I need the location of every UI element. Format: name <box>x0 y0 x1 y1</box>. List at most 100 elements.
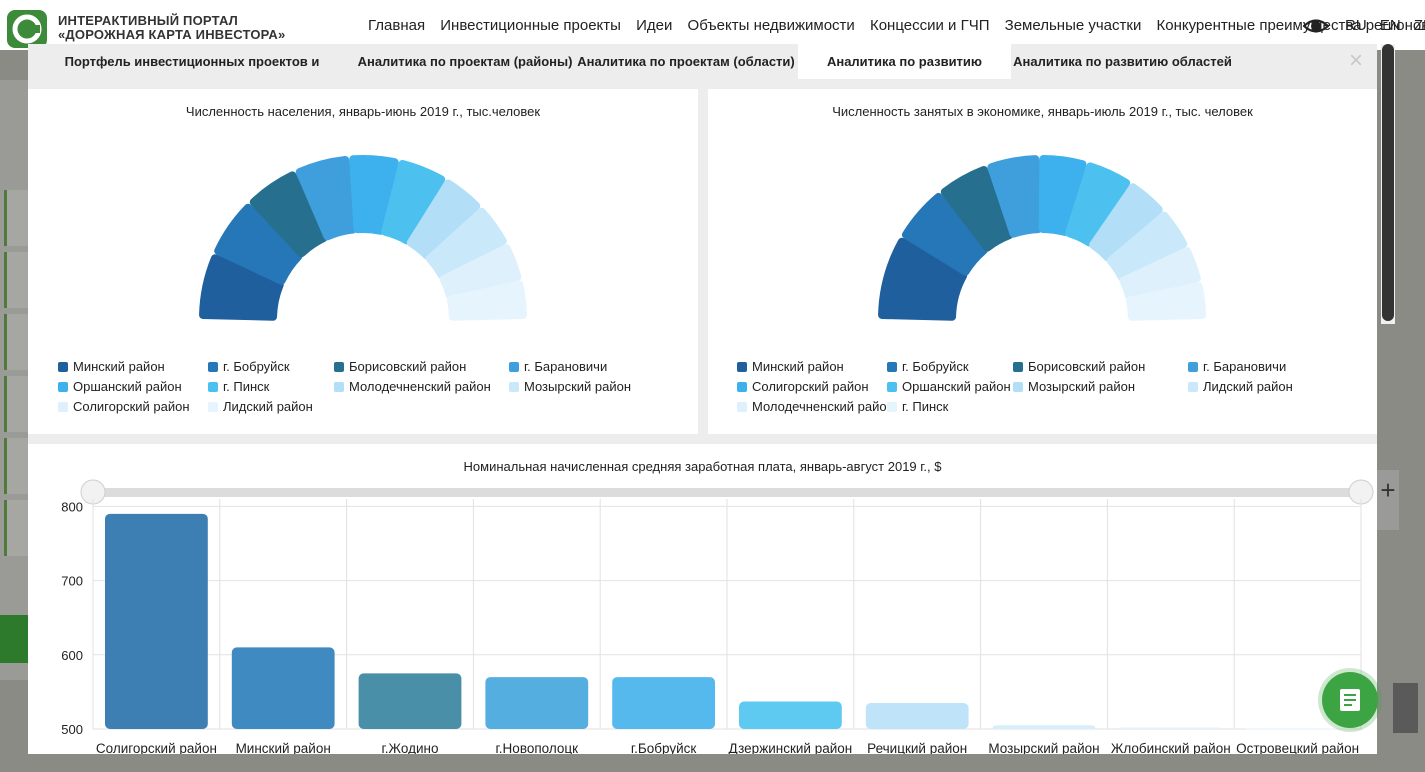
legend-item[interactable]: Мозырский район <box>1013 379 1135 394</box>
nav-concessions[interactable]: Концессии и ГЧП <box>869 17 990 34</box>
legend-item[interactable]: Лидский район <box>1188 379 1293 394</box>
nav-home[interactable]: Главная <box>368 17 426 34</box>
modal-scrollbar-thumb[interactable] <box>1382 44 1394 321</box>
legend-label: г. Барановичи <box>524 359 608 374</box>
legend-item[interactable]: Оршанский район <box>58 379 182 394</box>
bar[interactable] <box>1246 728 1349 730</box>
pie-slice[interactable] <box>349 155 399 235</box>
legend-item[interactable]: Борисовский район <box>1013 359 1145 374</box>
bar[interactable] <box>865 703 969 729</box>
logo-icon[interactable] <box>6 9 48 49</box>
nav-investment-projects[interactable]: Инвестиционные проекты <box>440 17 621 34</box>
document-icon <box>1340 689 1360 711</box>
pie-slice[interactable] <box>406 179 481 260</box>
pie-slice[interactable] <box>295 155 358 241</box>
nav-ideas[interactable]: Идеи <box>636 17 673 34</box>
legend-swatch <box>737 382 747 392</box>
legend-swatch <box>58 402 68 412</box>
legend-swatch <box>737 362 747 372</box>
pie-slice[interactable] <box>1126 282 1206 321</box>
pie-slice[interactable] <box>987 155 1043 238</box>
legend-item[interactable]: г. Барановичи <box>509 359 607 374</box>
zoom-in-button[interactable]: + <box>1377 470 1399 530</box>
legend-swatch <box>887 362 897 372</box>
pie-slice[interactable] <box>439 244 522 300</box>
pie-slice[interactable] <box>1065 162 1131 247</box>
legend-item[interactable]: Минский район <box>737 359 844 374</box>
x-tick-label: г.Бобруйск <box>631 741 697 754</box>
pie-slice[interactable] <box>1089 183 1163 262</box>
tab-projects-regions[interactable]: Аналитика по проектам (области) <box>577 54 795 69</box>
bar[interactable] <box>358 673 462 729</box>
legend-swatch <box>208 382 218 392</box>
y-tick-label: 700 <box>61 574 83 589</box>
tab-district-development[interactable]: Аналитика по развитию районов <box>798 44 1011 104</box>
legend-item[interactable]: Солигорский район <box>737 379 869 394</box>
pie-slice[interactable] <box>940 165 1014 252</box>
pie-slice[interactable] <box>214 203 303 285</box>
pie-slice[interactable] <box>199 254 284 321</box>
pie-slice[interactable] <box>425 207 507 280</box>
close-icon[interactable]: × <box>1348 47 1363 74</box>
eye-icon[interactable] <box>1303 14 1329 38</box>
bar[interactable] <box>612 677 715 729</box>
legend-swatch <box>509 362 519 372</box>
pie-slice[interactable] <box>446 280 527 321</box>
feedback-button[interactable] <box>1322 672 1378 728</box>
legend-label: г. Бобруйск <box>223 359 290 374</box>
legend-label: Минский район <box>73 359 165 374</box>
legend-swatch <box>737 402 747 412</box>
y-tick-label: 500 <box>61 722 83 737</box>
legend-item[interactable]: Солигорский район <box>58 399 190 414</box>
chart-title: Численность населения, январь-июнь 2019 … <box>185 104 541 119</box>
legend-item[interactable]: Лидский район <box>208 399 313 414</box>
legend-item[interactable]: Оршанский район <box>887 379 1011 394</box>
legend-label: г. Пинск <box>902 399 949 414</box>
bar[interactable] <box>992 725 1096 729</box>
pie-slice[interactable] <box>1106 211 1188 281</box>
tab-portfolio[interactable]: Портфель инвестиционных проектов и предл… <box>64 54 320 104</box>
legend-item[interactable]: г. Бобруйск <box>887 359 969 374</box>
legend-swatch <box>509 382 519 392</box>
pie-slice[interactable] <box>249 171 328 258</box>
main-nav: Главная Инвестиционные проекты Идеи Объе… <box>368 17 1425 34</box>
right-panel-toggle[interactable] <box>1393 683 1418 733</box>
bar[interactable] <box>485 677 589 729</box>
language-switcher: RU EN ZH <box>1345 17 1425 34</box>
legend-label: Борисовский район <box>1028 359 1146 374</box>
x-tick-label: Речицкий район <box>867 741 967 754</box>
pie-slice[interactable] <box>878 237 968 321</box>
bar[interactable] <box>105 513 208 729</box>
legend-item[interactable]: Молодечненский район <box>737 399 894 414</box>
pie-slice[interactable] <box>901 192 988 276</box>
nav-land-plots[interactable]: Земельные участки <box>1004 17 1142 34</box>
pie-slice[interactable] <box>1119 247 1201 301</box>
logo-text[interactable]: ИНТЕРАКТИВНЫЙ ПОРТАЛ «ДОРОЖНАЯ КАРТА ИНВ… <box>58 14 285 42</box>
legend-label: г. Барановичи <box>1203 359 1287 374</box>
legend-item[interactable]: Молодечненский район <box>334 379 491 394</box>
legend-item[interactable]: Минский район <box>58 359 165 374</box>
legend-item[interactable]: г. Пинск <box>208 379 269 394</box>
legend-item[interactable]: Мозырский район <box>509 379 631 394</box>
pie-slice[interactable] <box>1038 155 1087 236</box>
nav-regional-advantages[interactable]: Конкурентные преимущества регионов <box>1156 17 1425 34</box>
bar[interactable] <box>739 701 842 729</box>
legend-swatch <box>1013 362 1023 372</box>
lang-ru[interactable]: RU <box>1345 17 1367 34</box>
legend-swatch <box>1188 382 1198 392</box>
lang-en[interactable]: EN <box>1379 17 1401 34</box>
tab-projects-districts[interactable]: Аналитика по проектам (районы) <box>357 54 573 69</box>
zoom-slider-track[interactable] <box>93 488 1361 497</box>
legend-item[interactable]: г. Пинск <box>887 399 948 414</box>
employment-chart-panel: Численность занятых в экономике, январь-… <box>708 89 1377 434</box>
tab-region-development[interactable]: Аналитика по развитию областей <box>1013 54 1232 69</box>
lang-zh[interactable]: ZH <box>1413 17 1425 34</box>
legend-item[interactable]: г. Бобруйск <box>208 359 290 374</box>
legend-item[interactable]: г. Барановичи <box>1188 359 1286 374</box>
legend-item[interactable]: Борисовский район <box>334 359 466 374</box>
salary-chart-panel: Номинальная начисленная средняя заработн… <box>28 444 1377 754</box>
pie-slice[interactable] <box>381 159 446 245</box>
bar[interactable] <box>1119 727 1223 729</box>
bar[interactable] <box>231 647 335 729</box>
nav-real-estate[interactable]: Объекты недвижимости <box>687 17 855 34</box>
